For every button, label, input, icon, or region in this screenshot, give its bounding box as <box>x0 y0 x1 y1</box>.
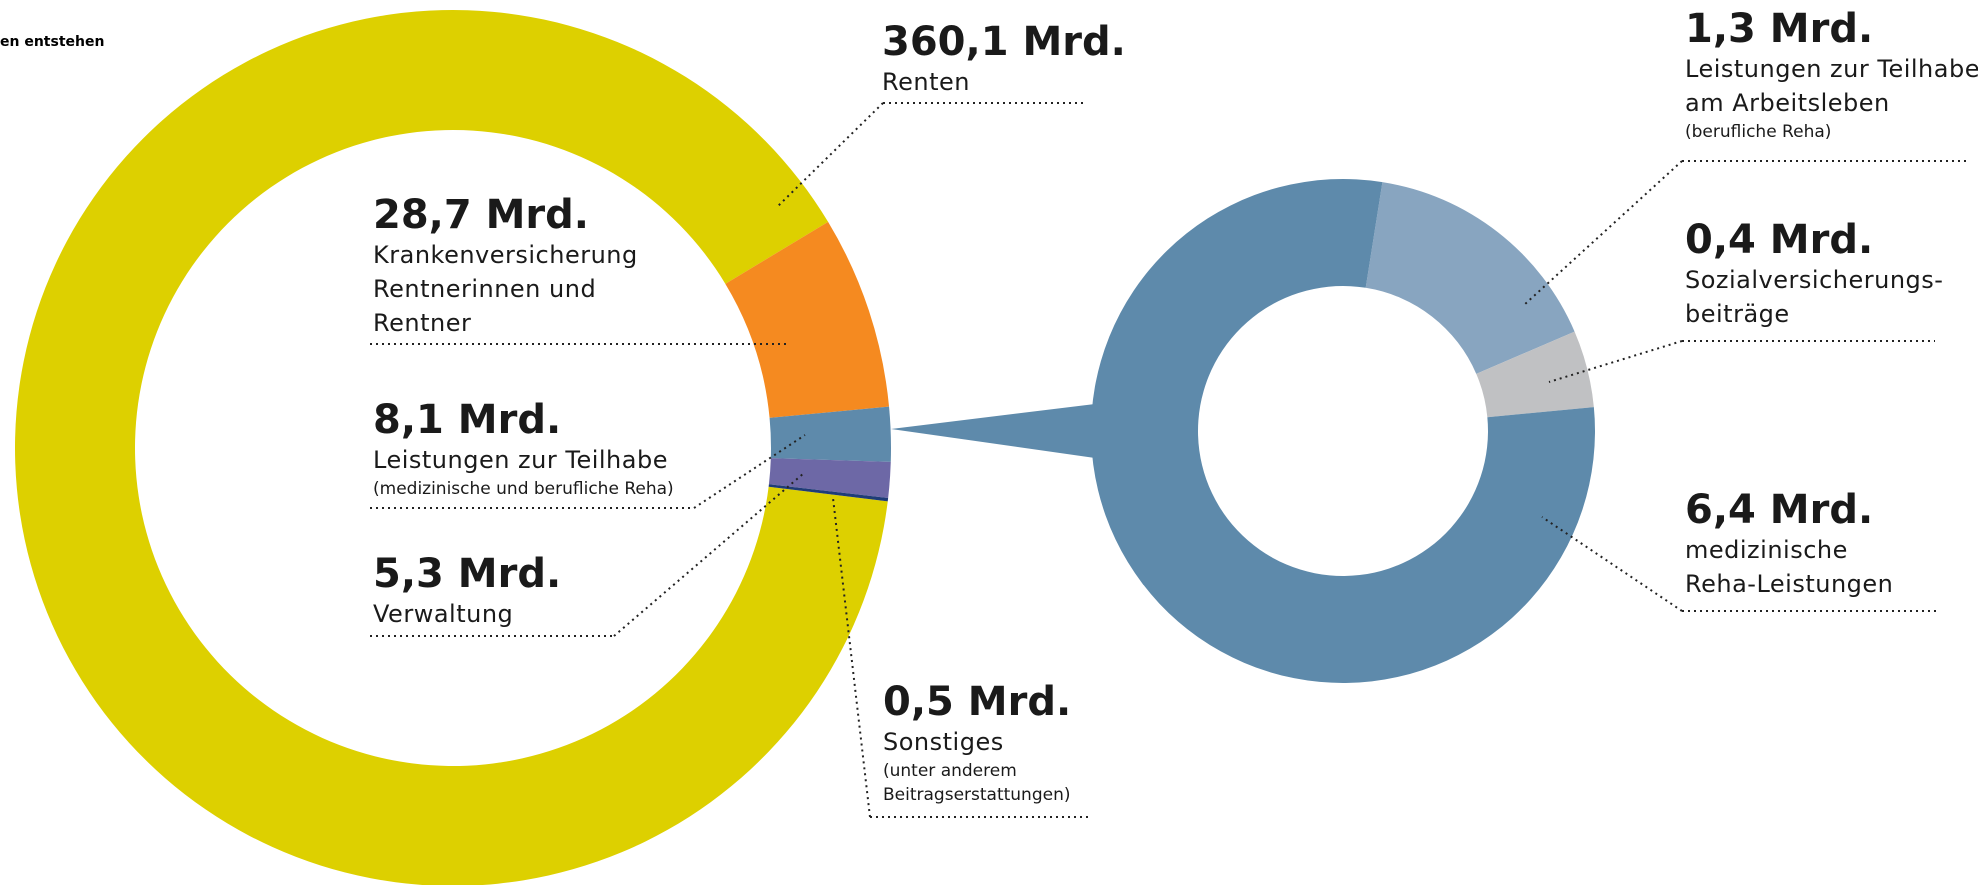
connector <box>891 404 1095 458</box>
label-group: 0,4 Mrd. Sozialversicherungs- beiträge <box>1685 217 1978 331</box>
value-label: 8,1 Mrd. <box>373 397 562 443</box>
value-label: 360,1 Mrd. <box>882 19 1126 65</box>
label-group: 5,3 Mrd. Verwaltung <box>373 551 673 631</box>
label-group: 360,1 Mrd. Renten <box>882 19 1182 99</box>
category-label: Sozialversicherungs- beiträge <box>1685 266 1944 328</box>
value-label: 0,4 Mrd. <box>1685 217 1874 263</box>
category-label: medizinische Reha-Leistungen <box>1685 536 1894 598</box>
leader-line <box>1548 340 1683 383</box>
category-label: Verwaltung <box>373 600 514 628</box>
label-group: 0,5 Mrd. Sonstiges (unter anderem Beitrags… <box>883 679 1143 807</box>
category-label: Leistungen zur Teilhabe am Arbeitsleben <box>1685 55 1978 117</box>
donut-slice <box>1365 182 1575 374</box>
label-group: 6,4 Mrd. medizinische Reha-Leistungen <box>1685 487 1978 601</box>
category-label: Renten <box>882 68 970 96</box>
leader-line <box>1541 516 1683 612</box>
category-label: Sonstiges <box>883 728 1004 756</box>
category-note: (medizinische und berufliche Reha) <box>373 479 674 499</box>
category-label: Leistungen zur Teilhabe <box>373 446 668 474</box>
donut-slice <box>1476 331 1594 418</box>
label-group: 8,1 Mrd. Leistungen zur Teilhabe (medizini… <box>373 397 733 501</box>
donut-slice <box>1090 178 1595 684</box>
leader-line <box>693 434 806 509</box>
donut-slice <box>768 458 891 498</box>
chart-title: en entstehen <box>0 34 105 50</box>
label-group: 28,7 Mrd. Krankenversicherung Rentnerinne… <box>373 192 673 340</box>
value-label: 28,7 Mrd. <box>373 192 589 238</box>
category-note: (unter anderem Beitragserstattungen) <box>883 761 1071 805</box>
category-note: (berufliche Reha) <box>1685 122 1832 142</box>
donut-slice <box>768 484 889 502</box>
value-label: 1,3 Mrd. <box>1685 6 1874 52</box>
donut-slice <box>725 221 890 418</box>
value-label: 6,4 Mrd. <box>1685 487 1874 533</box>
category-label: Krankenversicherung Rentnerinnen und Ren… <box>373 241 638 337</box>
leader-line <box>1523 160 1683 306</box>
value-label: 0,5 Mrd. <box>883 679 1072 725</box>
leader-line <box>775 102 884 209</box>
label-group: 1,3 Mrd. Leistungen zur Teilhabe am Arbei… <box>1685 6 1978 144</box>
value-label: 5,3 Mrd. <box>373 551 562 597</box>
donut-slice <box>769 406 891 462</box>
